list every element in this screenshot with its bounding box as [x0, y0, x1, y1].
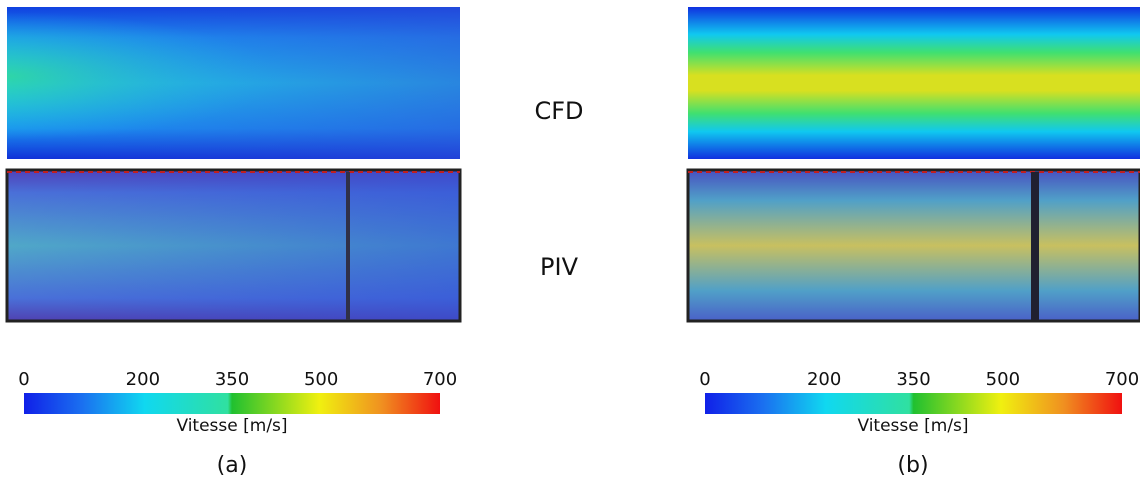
colorbar-tick-label: 200 — [126, 369, 160, 390]
colorbar-label: Vitesse [m/s] — [176, 416, 287, 436]
piv-frame-b — [686, 168, 1140, 323]
cfd-field-b — [688, 7, 1140, 159]
colorbar-tick-label: 500 — [304, 369, 338, 390]
cfd-fade-a — [7, 7, 460, 159]
piv-field-b — [688, 170, 1140, 321]
colorbar-label: Vitesse [m/s] — [857, 416, 968, 436]
colorbar-tick-label: 500 — [986, 369, 1020, 390]
row-label: PIV — [540, 253, 579, 281]
panel-label: (a) — [217, 453, 248, 478]
colorbar-tick-label: 0 — [18, 369, 29, 390]
colorbar-tick-label: 200 — [807, 369, 841, 390]
colorbar — [24, 393, 440, 414]
colorbar-tick-label: 700 — [423, 369, 457, 390]
piv-frame-a — [5, 168, 462, 323]
piv-fade-a — [7, 170, 460, 321]
colorbar-tick-label: 350 — [215, 369, 249, 390]
colorbar-tick-label: 700 — [1105, 369, 1139, 390]
colorbar — [705, 393, 1122, 414]
panel-label: (b) — [897, 453, 928, 478]
row-label: CFD — [534, 97, 583, 125]
colorbar-tick-label: 350 — [896, 369, 930, 390]
colorbar-tick-label: 0 — [699, 369, 710, 390]
